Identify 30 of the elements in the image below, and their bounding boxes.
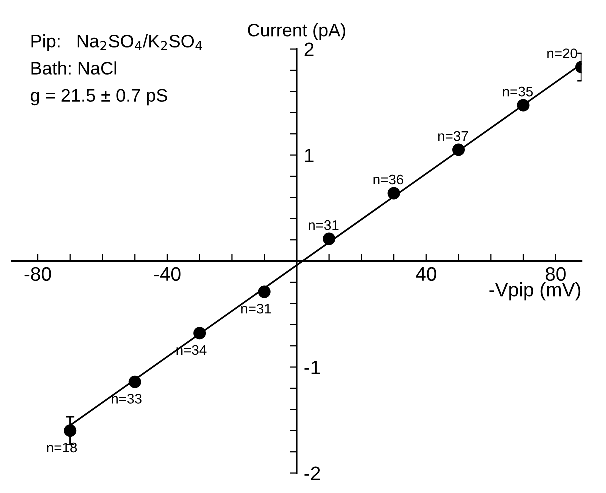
point xyxy=(128,376,142,388)
point xyxy=(64,424,77,438)
x-axis-title: -Vpip (mV) xyxy=(490,282,581,301)
point xyxy=(388,187,400,200)
annotation: n=36 xyxy=(374,174,404,185)
annotation: n=34 xyxy=(176,345,207,356)
annotation: n=37 xyxy=(438,131,468,142)
x-tick-label: -80 xyxy=(24,267,52,282)
annotation: Pip: Na$_{2}$SO$_{4}$/K$_{2}$SO$_{4}$ xyxy=(32,34,202,52)
x-tick-label: -40 xyxy=(154,267,181,282)
y-tick-label: -2 xyxy=(304,466,320,480)
y-tick-label: -1 xyxy=(304,360,320,374)
y-tick-label: 1 xyxy=(305,148,314,162)
point xyxy=(323,232,336,246)
annotation: n=31 xyxy=(309,220,339,230)
y-tick-label: 2 xyxy=(304,42,314,56)
annotation: n=31 xyxy=(242,304,272,314)
annotation: n=33 xyxy=(112,394,142,404)
annotation: g = 21.5 ± 0.7 pS xyxy=(31,89,168,106)
point xyxy=(452,144,466,156)
x-tick-label: 80 xyxy=(546,267,566,282)
point xyxy=(517,99,530,112)
y-axis-title: Current (pA) xyxy=(248,23,346,40)
annotation: n=20 xyxy=(548,48,578,59)
annotation: Bath: NaCl xyxy=(32,62,116,75)
point xyxy=(194,327,206,340)
annotation: n=18 xyxy=(47,442,78,453)
x-tick-label: 40 xyxy=(416,267,436,282)
point xyxy=(258,286,271,298)
annotation: n=35 xyxy=(503,86,534,97)
